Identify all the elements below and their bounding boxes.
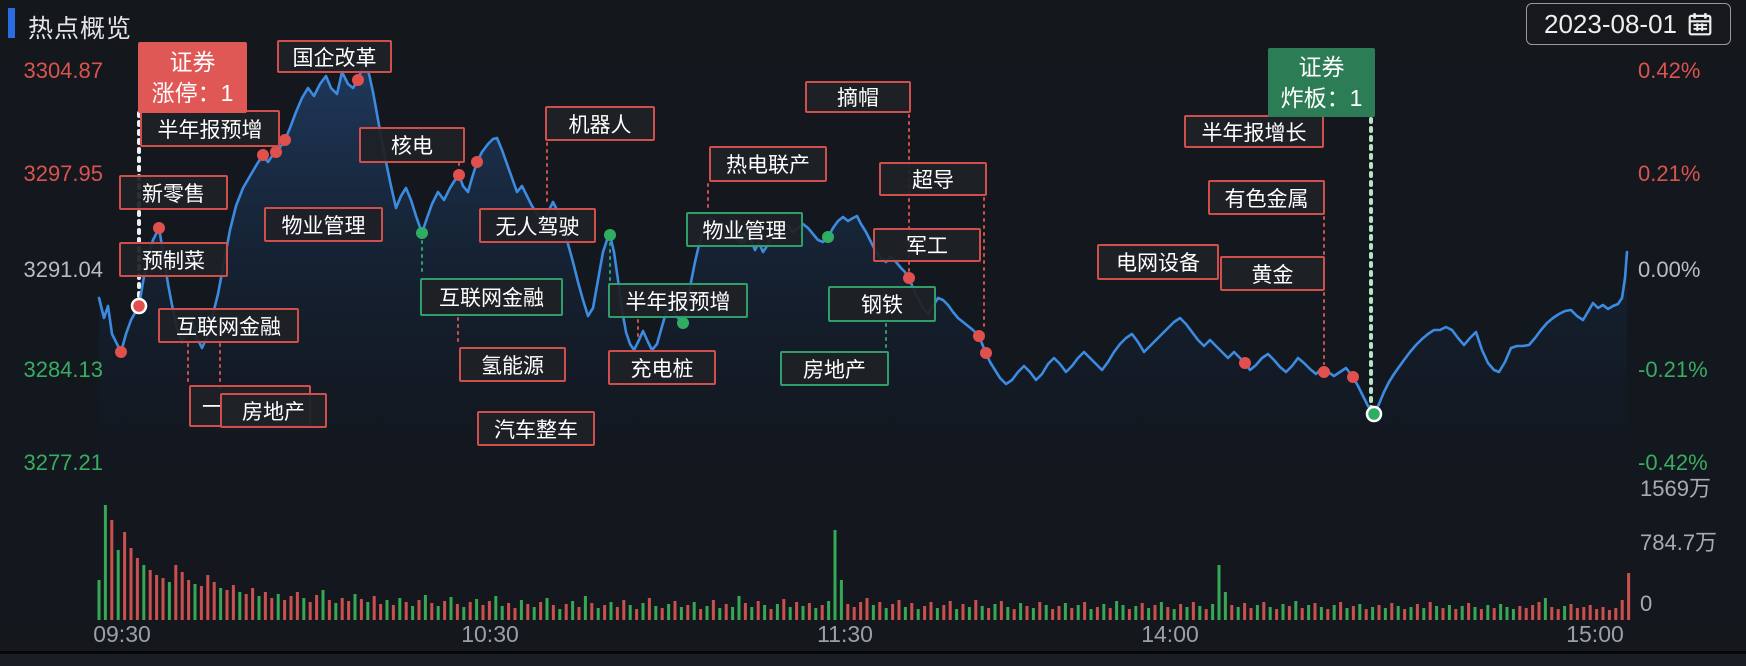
sector-label[interactable]: 机器人 <box>545 106 655 141</box>
sector-label[interactable]: 钢铁 <box>828 286 936 322</box>
title-accent-bar <box>8 8 15 38</box>
limit-up-badge[interactable]: 证券涨停：1 <box>138 42 247 113</box>
price-tick: 3297.95 <box>23 161 103 186</box>
price-tick: 3291.04 <box>23 257 103 282</box>
date-value: 2023-08-01 <box>1544 8 1677 39</box>
volume-tick: 0 <box>1640 591 1653 616</box>
sector-label[interactable]: 氢能源 <box>459 347 566 382</box>
sector-label[interactable]: 有色金属 <box>1208 180 1325 215</box>
badge-line: 炸板：1 <box>1280 84 1363 111</box>
sector-label[interactable]: 国企改革 <box>277 40 392 73</box>
time-tick: 14:00 <box>1141 621 1199 647</box>
event-dot-red[interactable] <box>352 74 364 86</box>
event-dot-red[interactable] <box>257 149 269 161</box>
event-dot-red[interactable] <box>1239 357 1251 369</box>
event-dot-red[interactable] <box>453 169 465 181</box>
event-dot-red[interactable] <box>973 330 985 342</box>
price-area-fill <box>99 60 1627 468</box>
page-title: 热点概览 <box>28 15 133 43</box>
event-dot-red[interactable] <box>903 272 915 284</box>
calendar-icon <box>1688 13 1712 36</box>
sector-label[interactable]: 新零售 <box>119 175 228 210</box>
percent-tick: 0.42% <box>1638 58 1701 83</box>
percent-tick: 0.00% <box>1638 257 1701 282</box>
sector-label[interactable]: 无人驾驶 <box>479 208 596 243</box>
day-low-dot[interactable] <box>1365 405 1383 423</box>
time-tick: 10:30 <box>461 621 519 647</box>
percent-tick: -0.21% <box>1638 357 1708 382</box>
event-dot-red[interactable] <box>980 347 992 359</box>
volume-tick: 1569万 <box>1640 476 1711 501</box>
time-tick: 15:00 <box>1566 621 1624 647</box>
volume-bars <box>97 505 1631 620</box>
sector-label[interactable]: 半年报增长 <box>1184 115 1324 148</box>
event-dot-red[interactable] <box>270 146 282 158</box>
time-tick: 11:30 <box>817 621 873 647</box>
event-dot-red[interactable] <box>153 222 165 234</box>
sector-label[interactable]: 热电联产 <box>709 146 827 182</box>
sector-label[interactable]: 核电 <box>359 127 465 163</box>
sector-label[interactable]: 充电桩 <box>608 350 716 385</box>
price-tick: 3277.21 <box>23 450 103 475</box>
event-dot-green[interactable] <box>604 229 616 241</box>
sector-label[interactable]: 房地产 <box>220 393 327 428</box>
sector-label[interactable]: 半年报预增 <box>140 110 280 147</box>
badge-line: 证券 <box>169 48 216 75</box>
badge-line: 涨停：1 <box>151 79 234 106</box>
sector-label[interactable]: 房地产 <box>780 351 889 386</box>
event-dot-green[interactable] <box>822 231 834 243</box>
badge-line: 证券 <box>1298 53 1345 80</box>
time-tick: 09:30 <box>93 621 151 647</box>
limit-open-badge[interactable]: 证券炸板：1 <box>1268 48 1375 117</box>
event-dot-red[interactable] <box>115 346 127 358</box>
event-dot-red[interactable] <box>1318 366 1330 378</box>
percent-tick: 0.21% <box>1638 161 1701 186</box>
event-dot-red[interactable] <box>1347 371 1359 383</box>
event-dot-green[interactable] <box>416 227 428 239</box>
sector-label[interactable]: 互联网金融 <box>420 278 563 316</box>
event-dot-green[interactable] <box>677 317 689 329</box>
sector-label[interactable]: 互联网金融 <box>158 308 299 343</box>
price-tick: 3304.87 <box>23 58 103 83</box>
event-dot-red[interactable] <box>471 156 483 168</box>
sector-label[interactable]: 电网设备 <box>1097 244 1219 280</box>
percent-tick: -0.42% <box>1638 450 1708 475</box>
event-dot-red[interactable] <box>279 134 291 146</box>
sector-label[interactable]: 黄金 <box>1220 256 1325 291</box>
sector-label[interactable]: 预制菜 <box>119 242 228 277</box>
date-picker[interactable]: 2023-08-01 <box>1526 3 1731 45</box>
sector-label[interactable]: 物业管理 <box>686 212 803 247</box>
sector-label[interactable]: 物业管理 <box>264 207 383 242</box>
sector-label[interactable]: 超导 <box>879 162 987 196</box>
sector-label[interactable]: 汽车整车 <box>477 411 595 446</box>
bottom-strip <box>0 654 1746 666</box>
session-start-dot[interactable] <box>130 297 148 315</box>
sector-label[interactable]: 摘帽 <box>805 81 911 113</box>
sector-label[interactable]: 半年报预增 <box>608 283 748 318</box>
bottom-divider <box>0 651 1746 654</box>
sector-label[interactable]: 军工 <box>873 228 981 262</box>
volume-tick: 784.7万 <box>1640 530 1718 555</box>
price-tick: 3284.13 <box>23 357 103 382</box>
